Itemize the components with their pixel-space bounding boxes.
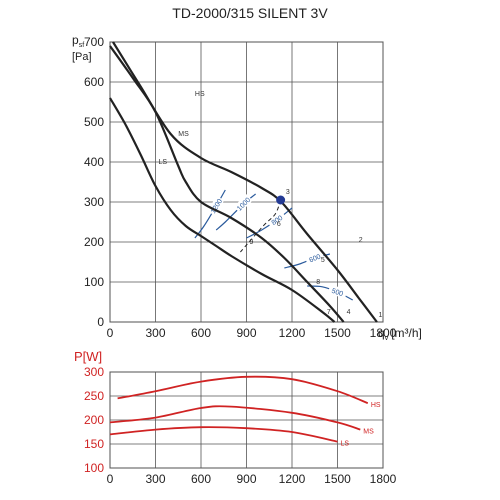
point-label-3: 3: [286, 189, 290, 196]
fan-curve-ls: [109, 97, 336, 323]
y-axis-label-main: psf: [72, 33, 84, 49]
operating-dashed-line: [240, 199, 282, 253]
main-y-tick-label: 300: [84, 195, 104, 209]
power-curve-label-hs: HS: [371, 402, 381, 409]
power-curve-ls: [109, 426, 338, 443]
point-label-5: 5: [321, 257, 325, 264]
power-x-tick-label: 300: [145, 472, 165, 486]
power-y-tick-label: 100: [84, 461, 104, 475]
resistance-curve-1200: [194, 189, 226, 239]
resistance-label-bg: [207, 195, 225, 216]
resistance-label-500: 500: [331, 288, 344, 298]
main-y-tick-label: 400: [84, 155, 104, 169]
curve-label-hs: HS: [195, 91, 205, 98]
power-curve-label-ms: MS: [363, 429, 374, 436]
main-x-tick-label: 1500: [324, 326, 351, 340]
y-axis-symbol: p: [72, 33, 79, 47]
main-y-tick-label: 500: [84, 115, 104, 129]
x-axis-label: qv [m³/h]: [378, 326, 422, 342]
power-curve-hs: [117, 375, 369, 405]
main-x-tick-label: 600: [191, 326, 211, 340]
power-y-tick-label: 250: [84, 389, 104, 403]
power-grid: [109, 371, 384, 469]
main-y-tick-label: 600: [84, 75, 104, 89]
main-x-tick-label: 1800: [370, 326, 397, 340]
point-label-2: 2: [359, 237, 363, 244]
curve-labels: HS MS LS 1 2 3 4 5 6 7 8 9: [159, 91, 383, 319]
x-axis-unit: [m³/h]: [391, 326, 422, 340]
resistance-curve-800: [246, 207, 293, 239]
point-label-4: 4: [347, 309, 351, 316]
point-label-9: 9: [250, 239, 254, 246]
point-label-1: 1: [378, 312, 382, 319]
power-y-tick-label: 150: [84, 437, 104, 451]
main-y-tick-label: 200: [84, 235, 104, 249]
power-x-tick-label: 0: [107, 472, 114, 486]
power-x-tick-label: 900: [236, 472, 256, 486]
operating-lines: [240, 199, 282, 253]
point-label-7: 7: [327, 309, 331, 316]
main-x-tick-label: 300: [145, 326, 165, 340]
resistance-label-bg: [304, 250, 325, 266]
main-x-tick-label: 1200: [279, 326, 306, 340]
power-x-tick-label: 600: [191, 472, 211, 486]
x-axis-symbol: q: [378, 326, 385, 340]
main-axis-ticks: 0 300 600 900 1200 1500 1800010020030040050060…: [84, 35, 397, 340]
y-axis-subscript: sf: [79, 42, 85, 49]
main-x-tick-label: 900: [236, 326, 256, 340]
power-y-tick-label: 200: [84, 413, 104, 427]
resistance-label-bg: [233, 194, 253, 214]
fan-curve-hs: [112, 41, 378, 323]
power-axis-ticks: 0 300 600 900 1200 1500 1800 100 150 200 250 300: [84, 365, 397, 486]
main-grid: [109, 41, 384, 323]
power-y-tick-label: 300: [84, 365, 104, 379]
operating-point-marker: [276, 195, 286, 205]
main-y-tick-label: 0: [97, 315, 104, 329]
resistance-label-bg: [266, 210, 287, 229]
x-axis-subscript: v: [385, 335, 389, 342]
power-x-tick-label: 1500: [324, 472, 351, 486]
point-label-6: 6: [277, 221, 281, 228]
main-y-tick-label: 700: [84, 35, 104, 49]
resistance-label-bg: [327, 284, 348, 299]
power-curve-ms: [109, 405, 361, 431]
resistance-label-600: 600: [308, 253, 322, 264]
power-curves: HS MS LS: [109, 375, 381, 448]
power-curve-label-ls: LS: [341, 441, 350, 448]
fan-curves: [109, 41, 378, 323]
chart-title: TD-2000/315 SILENT 3V: [172, 5, 328, 21]
main-x-tick-label: 0: [107, 326, 114, 340]
curve-label-ms: MS: [178, 131, 189, 138]
point-label-8: 8: [316, 279, 320, 286]
operating-point: [276, 195, 286, 205]
curve-label-ls: LS: [159, 159, 168, 166]
resistance-curve-1000: [215, 193, 256, 231]
power-x-tick-label: 1800: [370, 472, 397, 486]
fan-curve-ms: [109, 45, 345, 323]
y-axis-unit: [Pa]: [72, 51, 92, 63]
power-x-tick-label: 1200: [279, 472, 306, 486]
power-y-axis-label: P[W]: [74, 349, 102, 364]
main-y-tick-label: 100: [84, 275, 104, 289]
